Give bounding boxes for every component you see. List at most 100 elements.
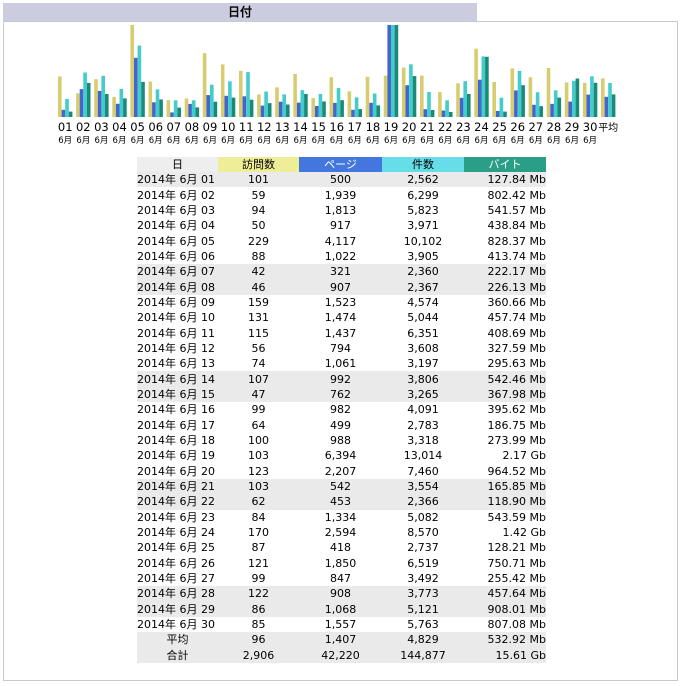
stats-frame — [3, 21, 678, 681]
bar-visits-11 — [239, 70, 243, 117]
x-tick-label: 14 — [293, 120, 308, 134]
row-date: 2014年 6月 21 — [137, 478, 218, 495]
row-visits: 86 — [218, 601, 299, 617]
x-tick-sublabel: 6月 — [131, 136, 145, 146]
table-row: 2014年 6月 12 56 794 3,608 327.59 Mb — [137, 341, 546, 356]
row-date: 2014年 6月 11 — [137, 326, 215, 340]
bar-visits-14 — [293, 74, 297, 117]
bar-visits-30 — [582, 82, 587, 117]
row-visits: 121 — [248, 556, 269, 570]
row-hits: 2,367 — [382, 279, 464, 295]
row-bytes: 367.98 Mb — [464, 386, 546, 403]
row-hits: 3,971 — [407, 219, 439, 233]
bar-hits-06 — [155, 89, 160, 117]
bar-hits-03 — [101, 75, 105, 117]
row-pages: 1,939 — [324, 188, 357, 202]
bar-visits-08 — [184, 98, 189, 117]
bar-bytes-24 — [485, 56, 489, 117]
bar-pages-15 — [315, 106, 319, 117]
x-tick-label: 07 — [166, 120, 181, 134]
row-date: 2014年 6月 16 — [137, 403, 215, 417]
bar-bytes-17 — [358, 109, 362, 117]
bar-pages-07 — [170, 112, 174, 117]
row-pages: 1,061 — [324, 357, 357, 371]
bar-hits-13 — [282, 94, 286, 117]
x-tick-sublabel: 6月 — [203, 136, 217, 146]
row-hits: 3,492 — [407, 572, 439, 586]
bar-bytes-25 — [503, 111, 507, 117]
x-tick-label: 04 — [112, 120, 127, 134]
x-tick-sublabel: 6月 — [493, 136, 507, 146]
bar-pages-03 — [97, 90, 102, 117]
x-tick-label: 08 — [185, 120, 200, 134]
row-visits: 59 — [251, 188, 266, 202]
bar-bytes-10 — [231, 97, 236, 117]
header-hits: 件数 — [382, 157, 464, 172]
bar-pages-05 — [134, 57, 138, 117]
table-row: 2014年 6月 21 103 542 3,554 165.85 Mb — [137, 478, 546, 495]
table-row: 2014年 6月 16 99 982 4,091 395.62 Mb — [137, 402, 546, 417]
row-date: 2014年 6月 25 — [137, 541, 215, 555]
row-pages: 499 — [330, 418, 351, 432]
bar-hits-平均 — [608, 82, 612, 117]
row-visits: 47 — [218, 386, 299, 403]
table-row: 2014年 6月 04 50 917 3,971 438.84 Mb — [137, 218, 546, 233]
x-tick-label: 平均 — [598, 122, 618, 134]
x-tick-sublabel: 6月 — [456, 136, 470, 146]
bar-visits-26 — [510, 68, 515, 117]
row-bytes: 408.69 Mb — [487, 326, 546, 340]
table-row: 2014年 6月 26 121 1,850 6,519 750.71 Mb — [137, 556, 546, 571]
x-tick-label: 23 — [456, 120, 471, 134]
row-visits: 170 — [248, 526, 269, 540]
bar-bytes-08 — [195, 107, 200, 117]
x-tick-sublabel: 6月 — [348, 136, 362, 146]
bar-pages-23 — [459, 97, 464, 117]
row-pages: 321 — [299, 264, 382, 280]
row-date: 2014年 6月 19 — [137, 449, 215, 463]
bar-visits-10 — [220, 64, 225, 117]
row-visits: 85 — [251, 618, 266, 632]
bar-hits-17 — [354, 97, 359, 117]
total-hits: 144,877 — [382, 647, 464, 663]
row-bytes: 360.66 Mb — [487, 295, 546, 309]
table-row: 2014年 6月 02 59 1,939 6,299 802.42 Mb — [137, 187, 546, 202]
row-pages: 1,813 — [324, 203, 357, 217]
row-hits: 3,608 — [407, 341, 439, 355]
row-visits: 50 — [251, 219, 266, 233]
x-tick-sublabel: 6月 — [529, 136, 543, 146]
row-pages: 992 — [299, 371, 382, 387]
table-row: 2014年 6月 24 170 2,594 8,570 1.42 Gb — [137, 525, 546, 540]
row-date: 2014年 6月 06 — [137, 249, 215, 263]
row-pages: 2,594 — [324, 526, 357, 540]
row-pages: 988 — [330, 434, 351, 448]
bar-visits-03 — [94, 79, 98, 117]
header-pages: ページ — [299, 157, 382, 172]
bar-bytes-11 — [249, 99, 254, 117]
average-row: 平均 96 1,407 4,829 532.92 Mb — [137, 632, 546, 648]
row-pages: 1,068 — [299, 601, 382, 617]
daily-stats-table: 日 訪問数 ページ 件数 バイト 2014年 6月 01 101 500 2,562 1… — [137, 157, 546, 663]
bar-bytes-19 — [394, 25, 399, 117]
x-tick-sublabel: 6月 — [275, 136, 289, 146]
row-hits: 13,014 — [403, 449, 443, 463]
row-visits: 99 — [251, 572, 266, 586]
bar-pages-22 — [441, 110, 446, 117]
x-tick-sublabel: 6月 — [511, 136, 525, 146]
row-visits: 42 — [218, 264, 299, 280]
row-pages: 847 — [330, 572, 351, 586]
header-bytes: バイト — [464, 157, 546, 172]
row-bytes: 908.01 Mb — [464, 601, 546, 617]
bar-pages-18 — [369, 102, 373, 117]
table-row: 2014年 6月 11 115 1,437 6,351 408.69 Mb — [137, 325, 546, 340]
total-row: 合計 2,906 42,220 144,877 15.61 Gb — [137, 647, 546, 663]
row-date: 2014年 6月 22 — [137, 494, 218, 510]
bar-visits-平均 — [601, 78, 605, 117]
x-tick-label: 28 — [547, 120, 562, 134]
row-visits: 62 — [218, 494, 299, 510]
row-date: 2014年 6月 14 — [137, 371, 218, 387]
row-bytes: 327.59 Mb — [487, 341, 546, 355]
table-row: 2014年 6月 15 47 762 3,265 367.98 Mb — [137, 386, 546, 403]
x-tick-sublabel: 6月 — [257, 136, 271, 146]
x-tick-sublabel: 6月 — [402, 136, 416, 146]
bar-bytes-07 — [177, 107, 181, 117]
